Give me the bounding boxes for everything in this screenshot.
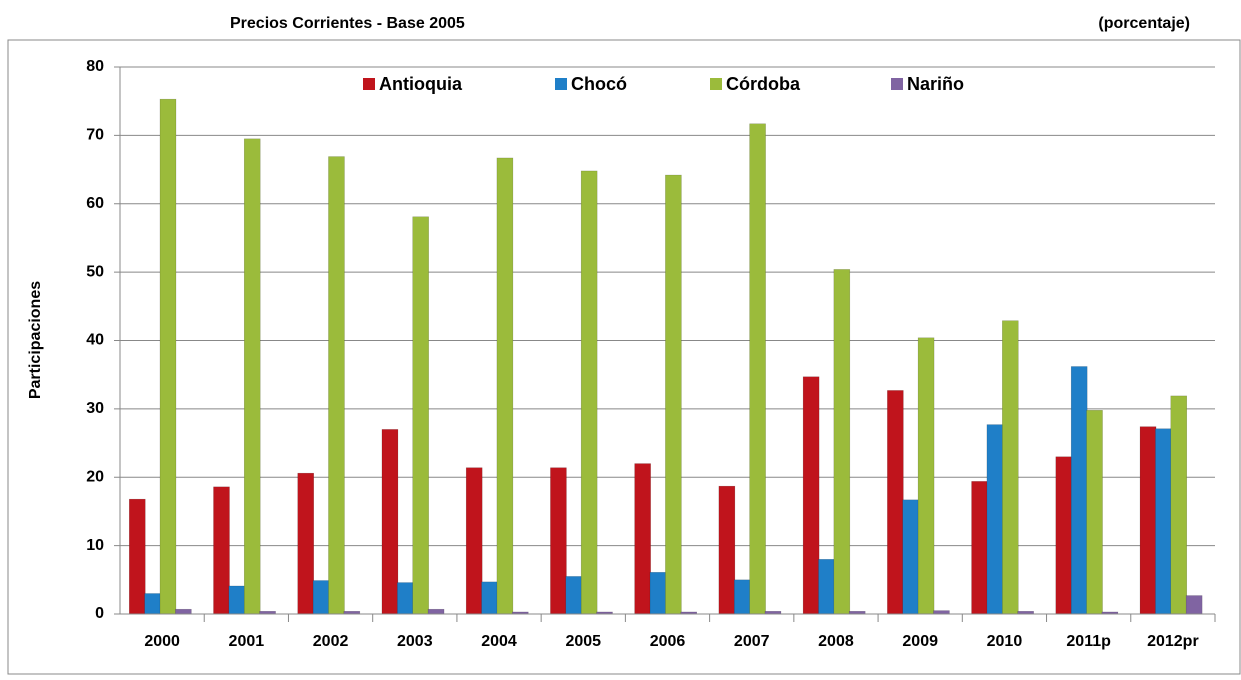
x-tick-label: 2004 [481, 633, 517, 650]
bar [1086, 409, 1103, 615]
x-tick-label: 2009 [902, 633, 938, 650]
y-tick-label: 60 [86, 195, 104, 212]
bar [749, 123, 766, 615]
bar [228, 585, 246, 615]
legend-label: Córdoba [726, 74, 801, 94]
x-tick-label: 2008 [818, 633, 854, 650]
bar [718, 485, 736, 615]
x-tick-label: 2005 [565, 633, 601, 650]
y-tick-label: 40 [86, 332, 104, 349]
bar [427, 608, 445, 615]
bar [213, 486, 230, 615]
legend-label: Chocó [571, 74, 627, 94]
bar [1155, 428, 1172, 615]
chart-title: Precios Corrientes - Base 2005 [230, 15, 465, 32]
bar [397, 582, 414, 615]
y-tick-label: 70 [86, 127, 104, 144]
bar [971, 481, 988, 615]
legend-label: Nariño [907, 74, 964, 94]
bar [1002, 320, 1019, 615]
bar [1185, 595, 1203, 615]
bar [634, 463, 651, 615]
legend-swatch [891, 78, 903, 90]
bar [328, 156, 345, 615]
x-tick-label: 2007 [734, 633, 770, 650]
bar [1070, 366, 1088, 615]
legend-label: Antioquia [379, 74, 463, 94]
x-tick-label: 2006 [650, 633, 686, 650]
bar [887, 390, 904, 615]
legend-swatch [710, 78, 722, 90]
chart-border [7, 39, 1241, 675]
bar [159, 98, 177, 615]
bar [733, 579, 751, 615]
x-tick-label: 2011p [1066, 633, 1111, 650]
bar [902, 499, 919, 615]
bar [565, 576, 583, 615]
bar [665, 174, 682, 615]
bar [465, 467, 483, 615]
bar [1139, 426, 1157, 615]
bar [175, 608, 192, 615]
bar [412, 216, 429, 615]
y-tick-label: 0 [95, 605, 104, 622]
bar [818, 559, 835, 615]
y-tick-label: 80 [86, 58, 104, 75]
x-tick-label: 2000 [144, 633, 180, 650]
x-tick-label: 2002 [313, 633, 349, 650]
bar [1170, 395, 1188, 615]
x-tick-label: 2010 [987, 633, 1023, 650]
bar [1055, 456, 1073, 615]
bar [144, 593, 161, 615]
bar [986, 424, 1004, 615]
y-tick-label: 50 [86, 263, 104, 280]
bar [580, 170, 598, 615]
bar [243, 138, 261, 615]
x-tick-label: 2003 [397, 633, 433, 650]
bar [933, 610, 950, 615]
bar [917, 337, 935, 615]
bar [802, 376, 820, 615]
y-tick-label: 10 [86, 537, 104, 554]
legend-swatch [555, 78, 567, 90]
y-tick-label: 20 [86, 468, 104, 485]
bar [381, 429, 399, 615]
bar [297, 472, 314, 615]
x-tick-label: 2012pr [1147, 633, 1199, 650]
chart-subtitle: (porcentaje) [1098, 15, 1190, 32]
legend-swatch [363, 78, 375, 90]
bar [550, 467, 567, 615]
bar [481, 581, 498, 615]
bar [833, 269, 851, 615]
bar [649, 572, 667, 615]
bar [129, 498, 146, 615]
y-axis-label: Participaciones [27, 281, 44, 399]
x-tick-label: 2001 [229, 633, 265, 650]
bar [496, 157, 514, 615]
bar [312, 580, 330, 615]
y-tick-label: 30 [86, 400, 104, 417]
